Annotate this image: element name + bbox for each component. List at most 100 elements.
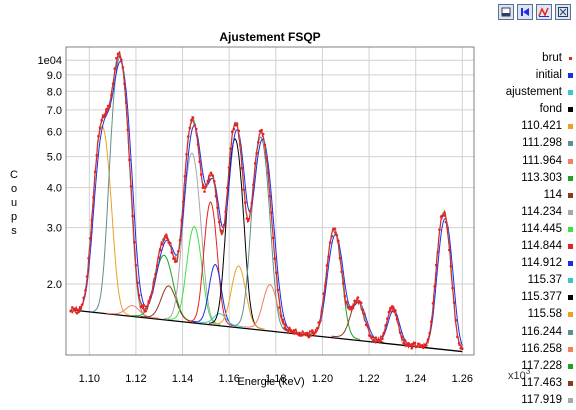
y-axis-label-char: o [11,183,17,195]
brut-point [266,171,270,175]
brut-point [444,220,448,224]
legend-label: 110.421 [521,120,562,133]
legend-swatch [568,73,573,79]
print-button[interactable] [498,4,514,20]
brut-point [133,241,136,244]
brut-point [355,300,358,304]
brut-point [260,128,263,132]
expand-button[interactable] [555,4,571,20]
brut-point [341,282,345,285]
component-peak-line [232,136,289,332]
legend-entry: ajustement [496,84,576,101]
y-tick-labels: 1e04 9.0 8.0 7.0 6.0 5.0 4.0 3.0 2.0 [38,55,62,291]
brut-point [123,82,126,86]
brut-point [191,116,195,119]
brut-point [407,342,410,345]
brut-point [270,211,273,214]
x-tick-label: 1.18 [265,373,286,385]
brut-point [244,201,247,204]
component-peak-line [243,284,297,333]
brut-point [128,158,131,162]
brut-point [399,331,402,335]
brut-point [403,339,407,342]
brut-point [275,271,278,275]
brut-point [186,135,190,138]
legend-entry: fond [496,101,576,118]
brut-point [382,332,386,335]
brut-point [253,162,257,165]
chart-title: Ajustement FSQP [219,30,320,44]
brut-point [178,238,182,242]
brut-point [343,294,347,298]
fit-peaks-button[interactable] [536,4,552,20]
brut-point [333,227,337,231]
fit-peaks-icon [538,7,549,17]
brut-point [198,160,201,163]
brut-point [325,264,329,267]
first-frame-button[interactable] [517,4,533,20]
legend-swatch [568,363,573,369]
legend-entry: 117.228 [496,358,576,375]
y-tick-label: 7.0 [47,105,62,117]
brut-point [363,312,366,316]
brut-point [165,236,169,240]
brut-point [452,301,456,305]
y-axis-label-char: p [11,211,17,223]
y-tick-label: 2.0 [47,279,62,291]
legend-entry: 111.298 [496,135,576,152]
brut-point [235,123,239,126]
expand-icon [558,7,568,17]
legend-swatch [568,141,573,147]
brut-point [151,290,154,294]
brut-point [80,303,84,307]
brut-point [451,286,454,290]
x-tick-label: 1.24 [405,373,426,385]
brut-point [118,55,121,58]
brut-point [279,314,283,318]
y-tick-label: 4.0 [47,183,62,195]
legend-label: 111.298 [522,137,562,150]
brut-point [281,318,285,322]
x-tick-labels: 1.10 1.12 1.14 1.16 1.18 1.20 1.22 1.24 1.26 [79,373,473,385]
legend-swatch [568,278,573,284]
brut-point [320,310,324,313]
y-axis-label-char: C [10,169,18,181]
brut-point [172,257,175,261]
brut-point [239,143,242,147]
brut-point [116,52,120,56]
legend-swatch [568,192,573,198]
brut-point [85,275,89,278]
x-axis-label: Energie (keV) [237,376,304,388]
legend-label: 114.844 [521,240,562,253]
brut-point [250,201,254,205]
component-peak-line [212,265,265,330]
brut-point [152,281,156,284]
brut-point [372,339,376,342]
brut-point [265,156,268,159]
brut-point [82,296,85,300]
brut-point [263,143,267,147]
brut-point [214,194,218,198]
first-frame-icon [521,8,529,16]
brut-point [190,118,193,122]
brut-point [359,301,363,305]
brut-point [366,324,370,328]
component-peak-line [331,300,384,343]
brut-point [211,174,214,177]
brut-point [276,288,280,292]
y-tick-label: 1e04 [38,55,62,67]
brut-point [175,260,178,263]
brut-point [449,265,453,268]
brut-point [97,134,100,138]
brut-point [146,304,149,308]
brut-point [88,237,92,240]
brut-point [79,307,82,311]
legend-label: 114.234 [521,205,562,218]
brut-point [129,185,133,188]
legend-entry: 110.421 [496,118,576,135]
component-peak-line [163,152,220,325]
brut-point [74,307,77,310]
legend-entry: 114.844 [496,238,576,255]
brut-point [242,188,245,191]
